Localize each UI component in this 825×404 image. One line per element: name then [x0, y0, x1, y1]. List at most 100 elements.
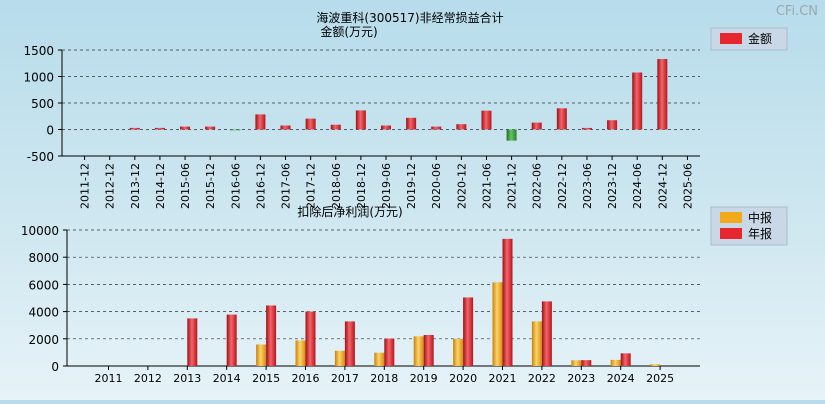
- top-bar: [456, 124, 467, 130]
- bottom-bar-interim: [453, 338, 464, 366]
- bottom-bar-interim: [571, 360, 582, 366]
- bottom-xtick-label: 2015: [252, 372, 280, 385]
- bottom-ytick-label: 10000: [21, 224, 59, 238]
- top-bar: [531, 122, 542, 130]
- bottom-bar-annual: [423, 334, 434, 366]
- top-chart-title: 海波重科(300517)非经常损益合计: [316, 10, 503, 25]
- bottom-bar-annual: [187, 318, 198, 366]
- top-xtick-label: 2019-12: [405, 163, 418, 209]
- bottom-ytick-label: 2000: [28, 333, 59, 347]
- bottom-bar-annual: [541, 301, 552, 366]
- top-bar: [180, 126, 191, 130]
- top-bar: [406, 117, 417, 130]
- top-bar: [154, 127, 165, 130]
- bottom-bar-interim: [492, 282, 503, 366]
- top-xtick-label: 2015-12: [204, 163, 217, 209]
- top-bar: [431, 126, 442, 130]
- legend-label-annual: 年报: [748, 226, 772, 241]
- top-bar: [381, 125, 391, 130]
- bottom-bar-annual: [620, 353, 631, 366]
- bottom-xtick-label: 2011: [95, 372, 123, 385]
- bottom-xtick-label: 2012: [134, 372, 162, 385]
- top-legend: 金额: [710, 27, 788, 51]
- bottom-ytick-label: 0: [51, 360, 59, 374]
- bottom-chart-title: 扣除后净利润(万元): [297, 204, 402, 219]
- bottom-xtick-label: 2013: [173, 372, 201, 385]
- top-bar: [205, 126, 216, 130]
- bottom-bar-interim: [610, 359, 621, 366]
- bottom-bar-interim: [256, 344, 267, 366]
- bottom-xtick-label: 2023: [567, 372, 595, 385]
- bottom-bar-interim: [295, 340, 306, 366]
- bottom-xtick-label: 2021: [489, 372, 517, 385]
- top-bar: [657, 59, 668, 130]
- bottom-bar-interim: [650, 364, 661, 366]
- bottom-chart: 0 2000 4000 6000 8000 10000 2011 2012 2013 2014 20…: [21, 224, 700, 385]
- top-bar: [355, 110, 366, 130]
- top-xtick-label: 2017-12: [305, 163, 318, 209]
- top-bar: [330, 124, 341, 130]
- top-bar: [632, 72, 643, 130]
- legend-swatch-interim: [720, 212, 742, 223]
- top-xtick-label: 2016-12: [254, 163, 267, 209]
- top-bar: [506, 129, 517, 141]
- top-xtick-label: 2019-06: [380, 163, 393, 209]
- top-xtick-label: 2022-12: [556, 163, 569, 209]
- top-bar: [255, 114, 266, 130]
- top-bar: [556, 108, 567, 130]
- top-bar: [581, 127, 592, 130]
- bottom-ytick-label: 8000: [28, 251, 59, 265]
- bottom-bar-annual: [581, 360, 592, 366]
- top-bar: [230, 129, 241, 131]
- top-xtick-label: 2023-06: [581, 163, 594, 209]
- top-xtick-label: 2016-06: [229, 163, 242, 209]
- bottom-bar-interim: [374, 352, 385, 366]
- legend-swatch-annual: [720, 228, 742, 239]
- bottom-bar-interim: [531, 321, 542, 366]
- top-xtick-label: 2015-06: [179, 163, 192, 209]
- top-bar: [280, 125, 291, 130]
- top-xtick-label: 2012-12: [104, 163, 117, 209]
- top-bar: [481, 110, 492, 130]
- bottom-xtick-label: 2018: [370, 372, 398, 385]
- top-xtick-label: 2022-06: [531, 163, 544, 209]
- top-bar: [305, 118, 316, 130]
- top-xtick-label: 2018-12: [355, 163, 368, 209]
- top-xtick-label: 2020-12: [455, 163, 468, 209]
- bottom-bar-annual: [266, 305, 277, 366]
- bottom-bar-annual: [226, 314, 237, 366]
- bottom-xtick-label: 2025: [646, 372, 674, 385]
- bottom-bar-interim: [334, 350, 345, 366]
- bottom-bar-interim: [413, 336, 424, 366]
- top-xtick-label: 2023-12: [606, 163, 619, 209]
- top-xtick-label: 2017-06: [280, 163, 293, 209]
- legend-label-interim: 中报: [748, 210, 772, 225]
- top-xtick-label: 2024-12: [656, 163, 669, 209]
- bottom-bar-annual: [344, 321, 355, 366]
- top-xtick-label: 2011-12: [79, 163, 92, 209]
- top-ytick-label: 1500: [23, 44, 54, 58]
- top-xtick-label: 2018-06: [330, 163, 343, 209]
- bottom-xtick-label: 2020: [449, 372, 477, 385]
- top-xtick-label: 2021-06: [480, 163, 493, 209]
- bottom-xtick-label: 2014: [213, 372, 241, 385]
- top-bar: [129, 127, 140, 130]
- top-xtick-label: 2013-12: [129, 163, 142, 209]
- bottom-xtick-label: 2017: [331, 372, 359, 385]
- top-ytick-label: -500: [27, 150, 54, 164]
- bottom-bar-annual: [502, 238, 513, 366]
- bottom-xtick-label: 2022: [528, 372, 556, 385]
- top-xtick-label: 2021-12: [506, 163, 519, 209]
- top-chart-ylabel: 金额(万元): [320, 24, 377, 39]
- top-ytick-label: 500: [31, 97, 54, 111]
- legend-label-amount: 金额: [748, 31, 772, 46]
- watermark: CFi.CN: [776, 4, 818, 19]
- bottom-bar-annual: [305, 311, 316, 366]
- top-ytick-label: 1000: [23, 71, 54, 85]
- bottom-ytick-label: 4000: [28, 306, 59, 320]
- top-xtick-label: 2025-06: [681, 163, 694, 209]
- bottom-xtick-label: 2024: [607, 372, 635, 385]
- bottom-xtick-label: 2019: [410, 372, 438, 385]
